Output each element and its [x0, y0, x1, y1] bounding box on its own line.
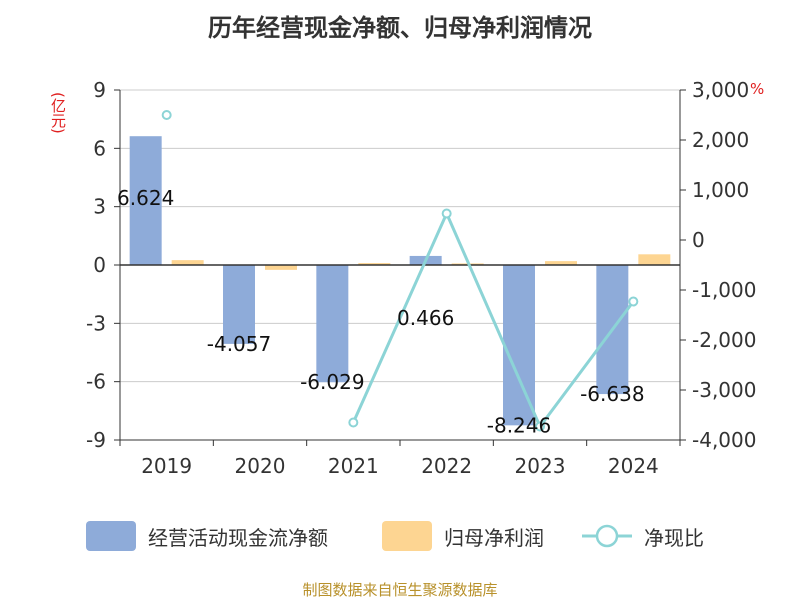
data-label-cashflow: -6.029	[300, 370, 364, 394]
bar-net-profit	[358, 263, 391, 265]
bar-net-profit	[265, 265, 297, 270]
legend-swatch-ratio	[582, 524, 632, 548]
legend-label-net-profit: 归母净利润	[444, 525, 544, 550]
x-tick-label: 2021	[328, 454, 379, 478]
chart-title: 历年经营现金净额、归母净利润情况	[208, 14, 592, 42]
bar-cashflow	[129, 136, 162, 265]
x-tick-label: 2022	[421, 454, 472, 478]
left-tick-label: -9	[86, 428, 106, 452]
legend-label-ratio: 净现比	[644, 525, 704, 550]
left-tick-label: 3	[93, 195, 106, 219]
data-label-cashflow: 6.624	[117, 186, 174, 210]
legend-label-cashflow: 经营活动现金流净额	[148, 525, 328, 550]
data-label-cashflow: 0.466	[397, 306, 454, 330]
left-tick-label: -3	[86, 311, 106, 335]
left-axis-unit: (亿元)	[49, 92, 67, 134]
right-tick-label: 3,000	[692, 78, 749, 102]
legend-swatch-net-profit	[382, 521, 432, 551]
bar-net-profit	[171, 260, 204, 265]
ratio-point	[348, 417, 359, 428]
bar-net-profit	[638, 254, 671, 265]
right-tick-label: -4,000	[692, 428, 756, 452]
ratio-point	[161, 110, 172, 120]
bar-cashflow	[223, 265, 255, 344]
left-tick-label: 9	[93, 78, 106, 102]
right-tick-label: -2,000	[692, 328, 756, 352]
legend-item-ratio[interactable]: 净现比	[582, 518, 704, 554]
ratio-point	[535, 421, 545, 432]
legend-item-net-profit[interactable]: 归母净利润	[382, 518, 544, 554]
x-tick-label: 2024	[608, 454, 659, 478]
source-footer: 制图数据来自恒生聚源数据库	[302, 581, 498, 599]
right-tick-label: -1,000	[692, 278, 756, 302]
x-tick-label: 2020	[235, 454, 286, 478]
right-tick-label: 2,000	[692, 128, 749, 152]
left-tick-label: 0	[93, 253, 106, 277]
left-tick-label: -6	[86, 370, 106, 394]
bar-cashflow	[316, 265, 349, 383]
ratio-line	[351, 209, 635, 430]
left-tick-label: 6	[93, 136, 106, 160]
right-tick-label: -3,000	[692, 378, 756, 402]
x-tick-label: 2019	[141, 454, 192, 478]
data-label-cashflow: -6.638	[580, 382, 644, 406]
bar-cashflow	[503, 265, 535, 426]
ratio-point	[628, 296, 639, 307]
right-tick-label: 1,000	[692, 178, 749, 202]
legend-item-cashflow[interactable]: 经营活动现金流净额	[86, 518, 328, 554]
x-tick-label: 2023	[515, 454, 566, 478]
data-label-cashflow: -4.057	[207, 332, 271, 356]
bar-net-profit	[545, 261, 577, 265]
right-axis-unit: %	[750, 80, 765, 98]
right-tick-label: 0	[692, 228, 705, 252]
legend: 经营活动现金流净额 归母净利润 净现比	[0, 518, 800, 554]
data-label-cashflow: -8.246	[487, 413, 551, 437]
ratio-point	[441, 208, 452, 219]
legend-swatch-cashflow	[86, 521, 136, 551]
